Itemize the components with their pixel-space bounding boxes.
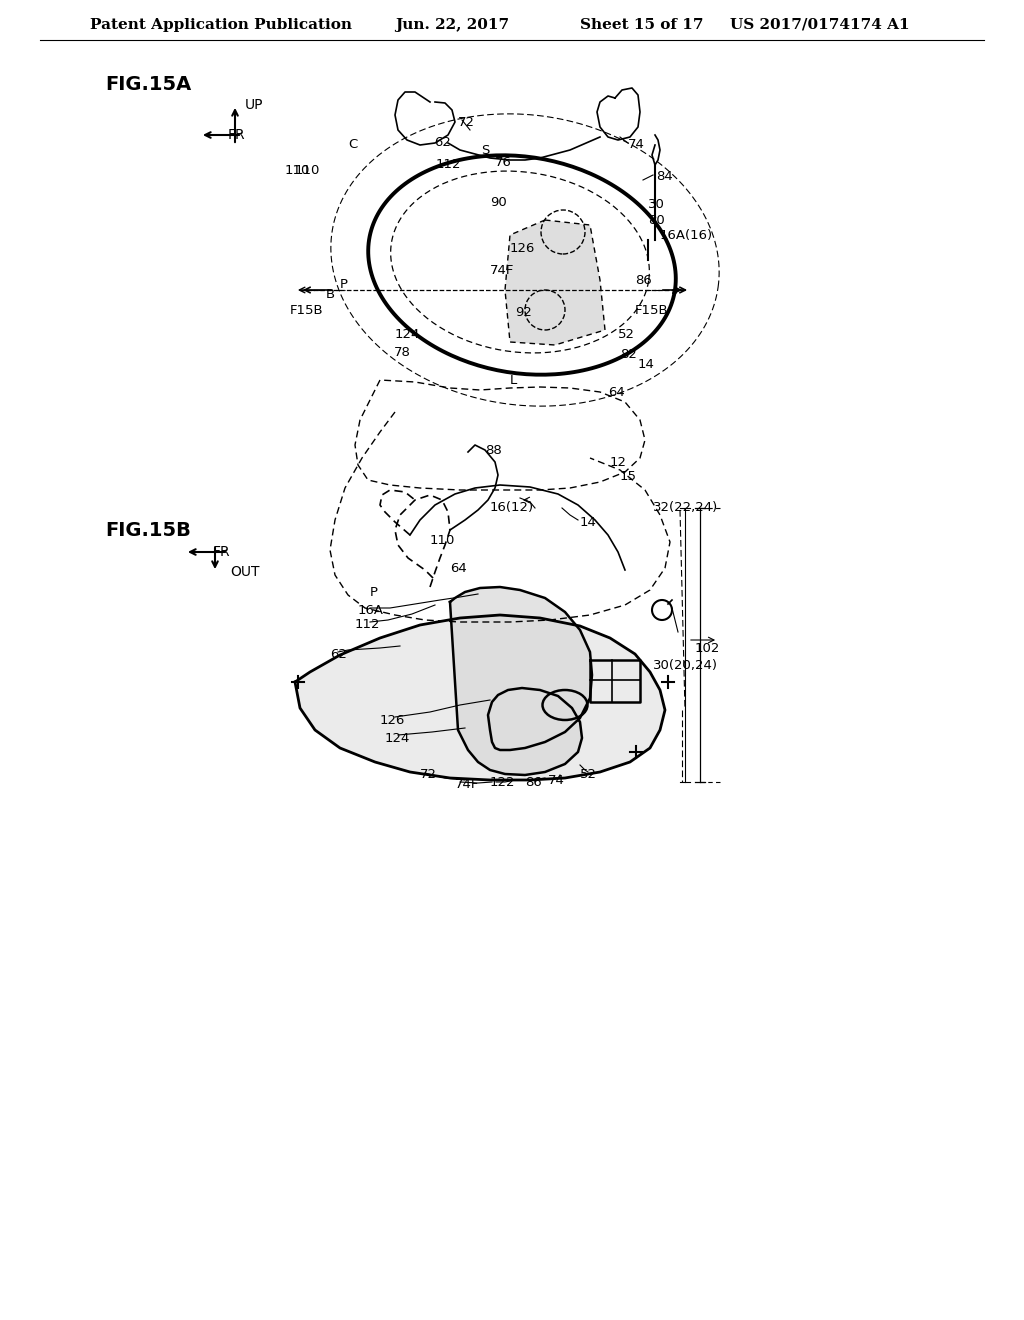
Text: 74: 74 [548, 774, 565, 787]
Polygon shape [450, 587, 592, 775]
Text: 124: 124 [385, 731, 411, 744]
Text: 88: 88 [485, 444, 502, 457]
Text: FIG.15A: FIG.15A [105, 75, 191, 95]
Text: 78: 78 [394, 346, 411, 359]
Text: 126: 126 [380, 714, 406, 726]
Text: US 2017/0174174 A1: US 2017/0174174 A1 [730, 18, 909, 32]
Text: 84: 84 [656, 170, 673, 183]
Text: 14: 14 [580, 516, 597, 528]
Text: 74F: 74F [490, 264, 514, 276]
Text: 112: 112 [436, 158, 462, 172]
Text: 52: 52 [618, 329, 635, 342]
Text: 110: 110 [295, 164, 321, 177]
Text: 110: 110 [285, 164, 310, 177]
Text: 102: 102 [694, 642, 720, 655]
Text: C: C [348, 139, 357, 152]
Text: F15B: F15B [635, 304, 669, 317]
Text: 72: 72 [420, 768, 437, 781]
Text: B: B [326, 289, 335, 301]
Text: OUT: OUT [230, 565, 259, 579]
Text: Sheet 15 of 17: Sheet 15 of 17 [580, 18, 703, 32]
Text: P: P [340, 279, 348, 292]
Text: 64: 64 [450, 561, 467, 574]
Text: 82: 82 [620, 348, 637, 362]
Text: 74F: 74F [455, 779, 479, 792]
Text: 64: 64 [608, 385, 625, 399]
Text: 122: 122 [490, 776, 515, 789]
Text: 86: 86 [525, 776, 542, 788]
Text: 30(20,24): 30(20,24) [653, 659, 718, 672]
Text: 62: 62 [434, 136, 451, 149]
Text: FR: FR [227, 128, 245, 143]
Text: F15B: F15B [290, 304, 324, 317]
Text: 90: 90 [490, 195, 507, 209]
Text: 15: 15 [620, 470, 637, 483]
Text: 74: 74 [628, 139, 645, 152]
Text: 72: 72 [458, 116, 475, 128]
Text: 30: 30 [648, 198, 665, 211]
Text: 126: 126 [510, 242, 536, 255]
Text: FR: FR [212, 545, 230, 558]
Text: 80: 80 [648, 214, 665, 227]
Text: 16(12): 16(12) [490, 502, 535, 515]
Text: 86: 86 [635, 273, 651, 286]
Text: 52: 52 [580, 768, 597, 781]
Text: 92: 92 [515, 305, 531, 318]
Text: 110: 110 [430, 533, 456, 546]
Text: 32(22,24): 32(22,24) [652, 502, 718, 515]
Text: 12: 12 [610, 455, 627, 469]
Text: S: S [481, 144, 489, 157]
Text: 76: 76 [495, 156, 512, 169]
Polygon shape [505, 220, 605, 345]
Polygon shape [295, 615, 665, 780]
Text: L: L [510, 374, 517, 387]
Text: 62: 62 [330, 648, 347, 661]
Text: 124: 124 [395, 329, 421, 342]
Text: 112: 112 [355, 619, 381, 631]
Text: P: P [370, 586, 378, 598]
Text: Patent Application Publication: Patent Application Publication [90, 18, 352, 32]
Text: 14: 14 [638, 359, 655, 371]
Text: UP: UP [245, 98, 263, 112]
Text: Jun. 22, 2017: Jun. 22, 2017 [395, 18, 509, 32]
Text: 16A: 16A [358, 603, 384, 616]
Text: FIG.15B: FIG.15B [105, 520, 190, 540]
Text: 16A(16): 16A(16) [660, 228, 713, 242]
